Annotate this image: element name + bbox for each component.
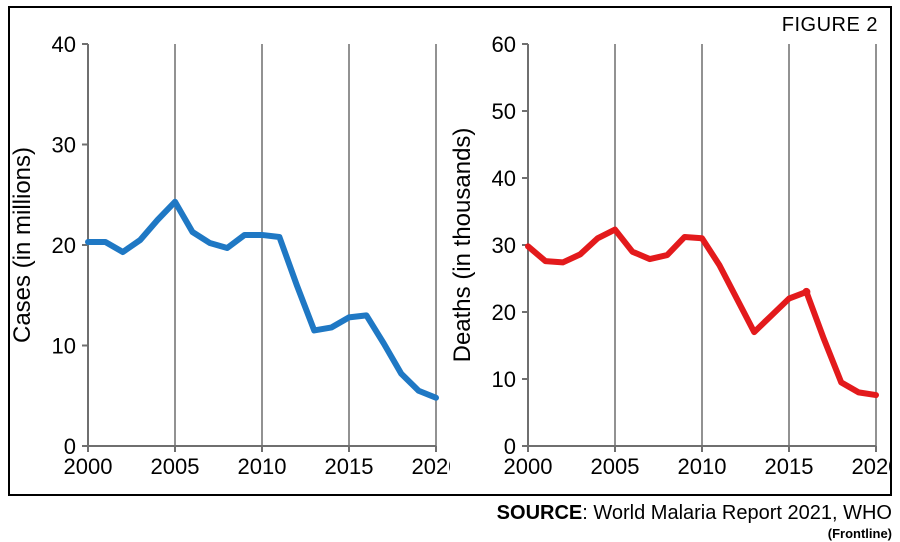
svg-text:40: 40 — [492, 166, 516, 191]
svg-text:2005: 2005 — [591, 454, 640, 479]
chart-cases: 01020304020002005201020152020Cases (in m… — [10, 8, 450, 494]
svg-text:Deaths (in thousands): Deaths (in thousands) — [450, 128, 476, 363]
svg-text:60: 60 — [492, 32, 516, 57]
svg-text:20: 20 — [492, 300, 516, 325]
svg-text:10: 10 — [492, 367, 516, 392]
svg-text:40: 40 — [52, 32, 76, 57]
svg-text:50: 50 — [492, 99, 516, 124]
svg-text:2020: 2020 — [412, 454, 450, 479]
svg-text:2000: 2000 — [504, 454, 553, 479]
source-prefix: SOURCE — [497, 502, 583, 524]
figure-container: FIGURE 2 01020304020002005201020152020Ca… — [8, 6, 892, 496]
charts-row: 01020304020002005201020152020Cases (in m… — [10, 8, 890, 494]
svg-text:2000: 2000 — [64, 454, 113, 479]
svg-text:2015: 2015 — [325, 454, 374, 479]
svg-text:20: 20 — [52, 233, 76, 258]
svg-text:2010: 2010 — [238, 454, 287, 479]
credit: (Frontline) — [828, 526, 892, 541]
svg-text:2015: 2015 — [765, 454, 814, 479]
chart-deaths-svg: 010203040506020002005201020152020Deaths … — [450, 8, 890, 494]
svg-text:30: 30 — [52, 133, 76, 158]
svg-text:10: 10 — [52, 334, 76, 359]
source-text: : World Malaria Report 2021, WHO — [582, 502, 892, 524]
svg-text:2020: 2020 — [852, 454, 890, 479]
svg-text:Cases (in millions): Cases (in millions) — [10, 147, 36, 343]
chart-cases-svg: 01020304020002005201020152020Cases (in m… — [10, 8, 450, 494]
svg-text:2005: 2005 — [151, 454, 200, 479]
chart-deaths: 010203040506020002005201020152020Deaths … — [450, 8, 890, 494]
source-line: SOURCE: World Malaria Report 2021, WHO — [8, 502, 892, 525]
svg-text:2010: 2010 — [678, 454, 727, 479]
svg-text:30: 30 — [492, 233, 516, 258]
